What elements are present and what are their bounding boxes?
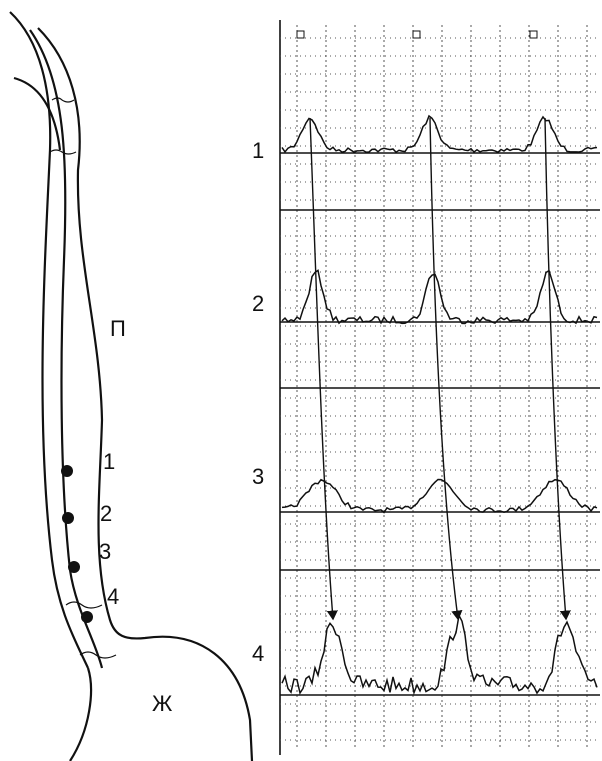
sensor-dot	[62, 512, 74, 524]
diagram: П Ж 1 2 3 4 1 2 3 4	[0, 0, 602, 761]
esophagus-wall-left-top	[14, 78, 60, 150]
esophagus-wall-right	[38, 28, 252, 761]
sensor-dot	[61, 465, 73, 477]
sensor-label: 4	[107, 584, 119, 609]
event-marker	[530, 31, 537, 38]
region-label: П	[110, 316, 126, 341]
recording	[280, 20, 600, 755]
trace-label: 1	[252, 138, 264, 163]
trace-label: 3	[252, 464, 264, 489]
sensor-label: 1	[103, 449, 115, 474]
sensor-label: 3	[99, 539, 111, 564]
trace-label: 2	[252, 291, 264, 316]
trace-label: 4	[252, 641, 264, 666]
catheter	[30, 30, 102, 668]
stomach-label: Ж	[152, 691, 173, 716]
pressure-trace	[282, 116, 597, 152]
event-marker	[297, 31, 304, 38]
sensor-label: 2	[100, 501, 112, 526]
sensor-dot	[81, 611, 93, 623]
propagation-arrow	[545, 118, 566, 619]
pressure-trace	[282, 480, 597, 513]
event-marker	[413, 31, 420, 38]
sphincter-mark	[52, 98, 74, 102]
sphincter-mark	[66, 602, 102, 608]
propagation-arrow	[310, 118, 333, 619]
propagation-arrow	[430, 118, 458, 619]
pressure-trace	[282, 615, 597, 693]
stomach-wall-left	[70, 668, 91, 761]
sensor-dot	[68, 561, 80, 573]
esophagus	[10, 12, 252, 761]
